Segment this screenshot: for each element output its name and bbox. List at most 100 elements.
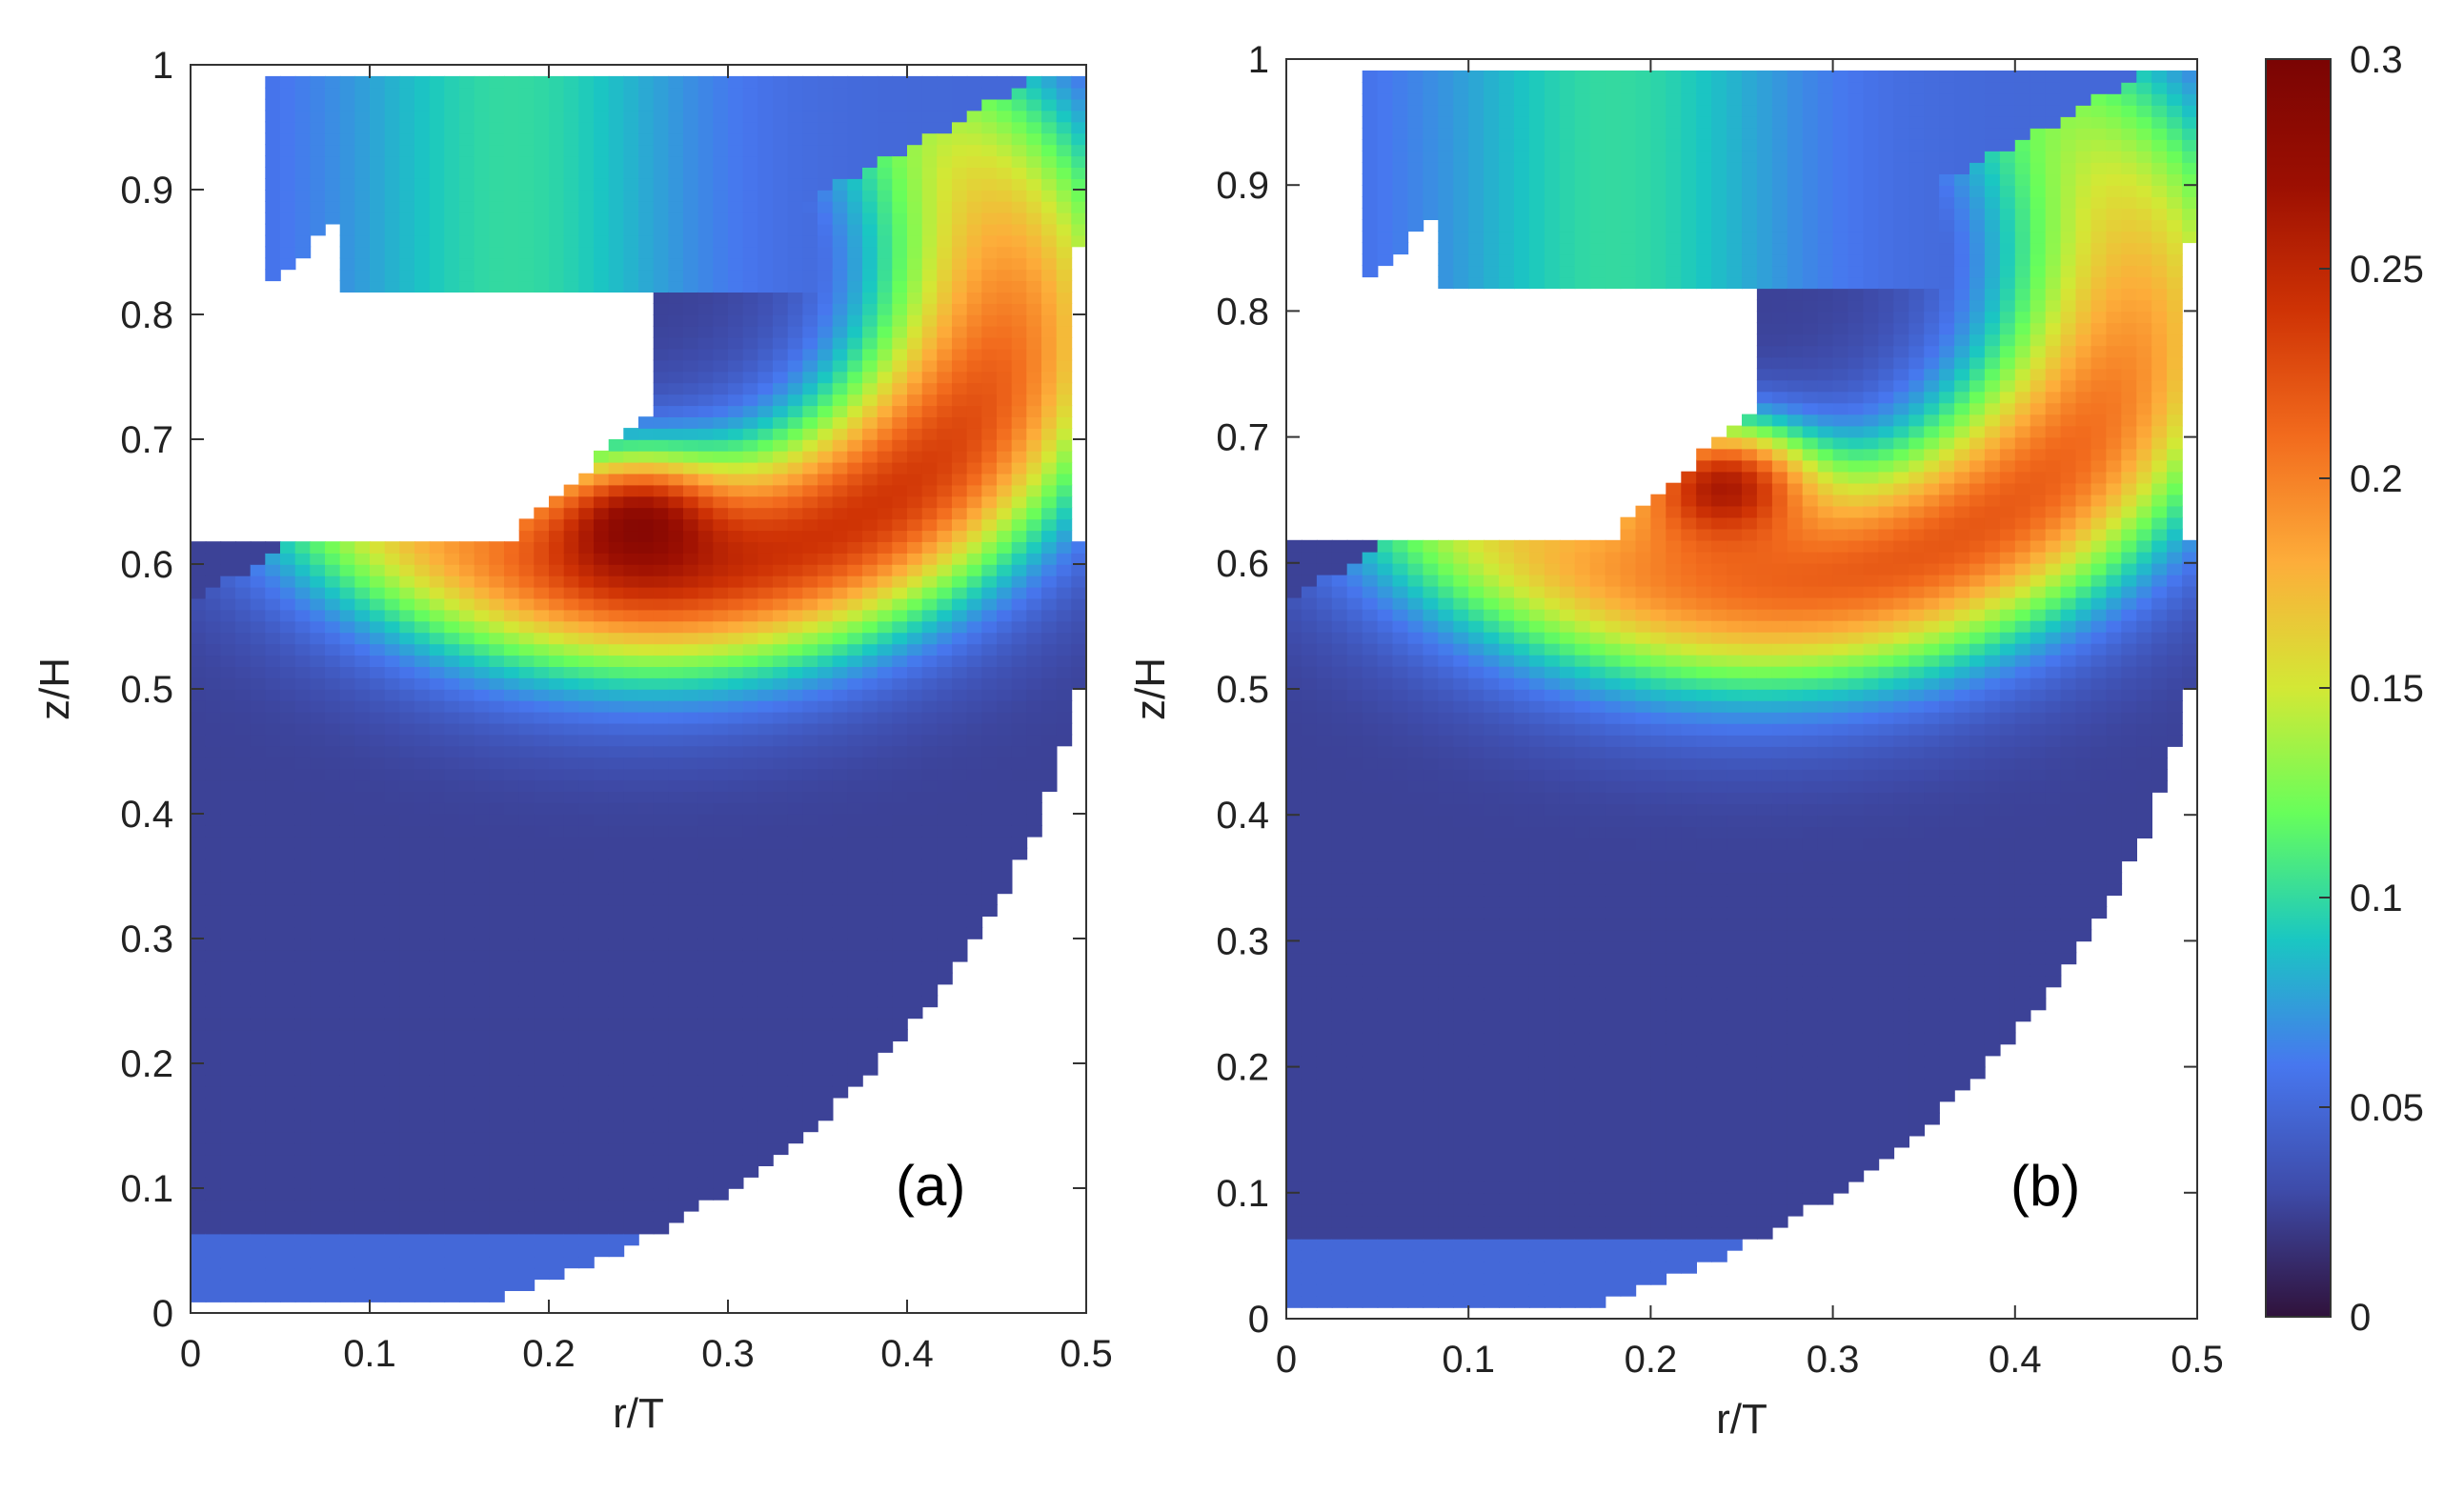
- field-cell: [653, 473, 670, 486]
- field-cell: [952, 666, 968, 678]
- field-cell: [414, 246, 431, 259]
- field-cell: [429, 824, 446, 838]
- field-cell: [892, 575, 908, 588]
- field-cell: [310, 734, 326, 747]
- field-cell: [444, 870, 460, 883]
- field-cell: [444, 939, 460, 951]
- field-cell: [728, 257, 744, 271]
- field-cell: [339, 711, 356, 724]
- field-cell: [191, 847, 207, 860]
- field-cell: [250, 541, 267, 554]
- field-cell: [399, 722, 415, 736]
- field-cell: [280, 972, 296, 985]
- field-cell: [981, 699, 998, 713]
- field-cell: [414, 1279, 431, 1291]
- field-cell: [1041, 325, 1058, 338]
- field-cell: [549, 564, 565, 576]
- field-cell: [697, 1188, 715, 1201]
- field-cell: [459, 98, 475, 111]
- field-cell: [997, 734, 1013, 747]
- field-cell: [862, 699, 879, 713]
- field-cell: [638, 461, 655, 474]
- field-cell: [429, 836, 446, 849]
- field-cell: [638, 734, 655, 747]
- field-cell: [489, 666, 505, 678]
- field-cell: [250, 1063, 267, 1076]
- field-cell: [280, 960, 296, 974]
- field-cell: [921, 348, 939, 361]
- field-cell: [862, 1006, 879, 1020]
- field-cell: [981, 722, 998, 736]
- field-cell: [787, 1040, 804, 1053]
- field-cell: [191, 1233, 207, 1246]
- field-cell: [773, 155, 789, 168]
- field-cell: [862, 824, 879, 838]
- field-cell: [907, 699, 923, 713]
- field-cell: [862, 269, 879, 282]
- field-cell: [384, 960, 401, 974]
- field-cell: [563, 1256, 580, 1269]
- field-cell: [205, 564, 222, 576]
- field-cell: [444, 75, 460, 89]
- field-cell: [683, 212, 699, 225]
- field-cell: [280, 541, 296, 554]
- field-cell: [862, 359, 879, 373]
- field-cell: [310, 677, 326, 690]
- field-cell: [339, 927, 356, 939]
- field-cell: [518, 553, 535, 565]
- field-cell: [489, 178, 505, 191]
- field-cell: [310, 1221, 326, 1235]
- field-cell: [757, 234, 774, 248]
- field-cell: [265, 246, 281, 259]
- field-cell: [981, 847, 998, 860]
- field-cell: [474, 541, 491, 554]
- field-cell: [742, 689, 759, 701]
- field-cell: [205, 939, 222, 951]
- field-cell: [444, 972, 460, 985]
- field-cell: [1056, 405, 1073, 417]
- field-cell: [757, 167, 774, 179]
- field-cell: [414, 972, 431, 985]
- field-cell: [578, 791, 595, 803]
- field-cell: [294, 666, 312, 678]
- field-cell: [594, 814, 610, 826]
- field-cell: [1011, 212, 1028, 225]
- field-cell: [518, 643, 535, 656]
- field-cell: [608, 473, 625, 486]
- field-cell: [787, 847, 804, 860]
- field-cell: [1011, 791, 1028, 803]
- field-cell: [504, 916, 520, 928]
- field-cell: [773, 711, 789, 724]
- field-cell: [653, 359, 670, 373]
- field-cell: [623, 1165, 639, 1178]
- field-cell: [773, 916, 789, 928]
- field-cell: [384, 178, 401, 191]
- field-cell: [757, 1120, 774, 1133]
- field-cell: [370, 1290, 386, 1302]
- field-cell: [608, 110, 625, 123]
- field-cell: [728, 791, 744, 803]
- field-cell: [653, 564, 670, 576]
- field-cell: [384, 1290, 401, 1302]
- field-cell: [683, 541, 699, 554]
- field-cell: [623, 643, 639, 656]
- field-cell: [578, 836, 595, 849]
- field-cell: [653, 484, 670, 497]
- field-cell: [444, 655, 460, 667]
- field-cell: [966, 757, 983, 770]
- field-cell: [608, 1221, 625, 1235]
- field-cell: [235, 677, 252, 690]
- field-cell: [280, 939, 296, 951]
- field-cell: [921, 269, 939, 282]
- field-cell: [847, 246, 863, 259]
- field-cell: [504, 1029, 520, 1041]
- field-cell: [653, 110, 670, 123]
- field-cell: [339, 814, 356, 826]
- field-cell: [921, 939, 939, 951]
- field-cell: [862, 960, 879, 974]
- field-cell: [713, 632, 729, 645]
- field-cell: [997, 870, 1013, 883]
- field-cell: [653, 1120, 670, 1133]
- field-cell: [832, 405, 849, 417]
- field-cell: [444, 620, 460, 634]
